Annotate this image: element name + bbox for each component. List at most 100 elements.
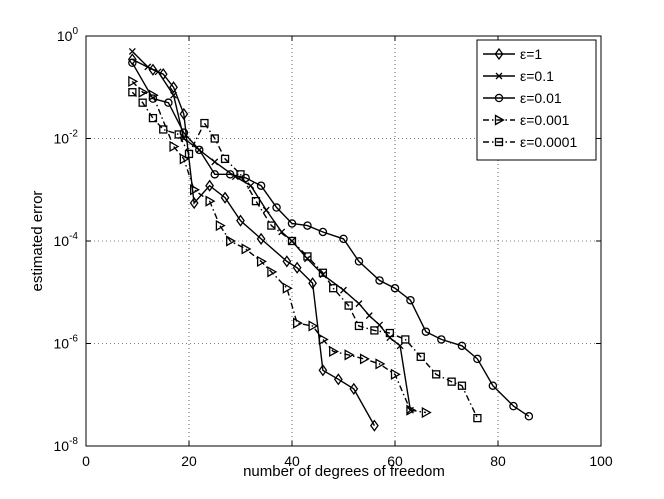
data-point bbox=[127, 53, 137, 66]
data-point bbox=[256, 255, 267, 268]
data-point bbox=[473, 354, 482, 364]
data-point bbox=[189, 196, 199, 210]
data-point bbox=[329, 345, 340, 358]
data-point bbox=[329, 284, 338, 293]
data-point bbox=[148, 89, 159, 101]
series-4 bbox=[128, 75, 432, 419]
data-point bbox=[303, 255, 311, 263]
data-point bbox=[220, 191, 230, 204]
data-point bbox=[225, 170, 235, 179]
data-point bbox=[226, 235, 237, 247]
data-point bbox=[256, 232, 266, 245]
data-point bbox=[282, 282, 293, 294]
data-point bbox=[292, 317, 303, 329]
legend-marker bbox=[494, 93, 504, 103]
data-point bbox=[406, 404, 417, 416]
data-point bbox=[437, 335, 446, 344]
data-point bbox=[339, 234, 348, 244]
data-point bbox=[251, 196, 261, 206]
legend-label: ε=0.0001 bbox=[520, 134, 577, 150]
data-point bbox=[170, 91, 178, 99]
data-point bbox=[401, 335, 410, 344]
data-point bbox=[128, 47, 136, 55]
data-point bbox=[303, 221, 312, 230]
data-point bbox=[179, 128, 189, 137]
data-point bbox=[344, 349, 355, 361]
legend-entry: ε=1 bbox=[483, 46, 542, 62]
legend-label: ε=0.1 bbox=[520, 68, 554, 84]
data-point bbox=[421, 406, 432, 419]
series-layer bbox=[127, 47, 534, 432]
data-point bbox=[220, 154, 230, 164]
data-point bbox=[396, 342, 404, 350]
y-tick-label: 10-8 bbox=[54, 436, 79, 454]
data-point bbox=[236, 214, 245, 227]
data-point bbox=[169, 140, 180, 153]
data-point bbox=[159, 125, 168, 134]
data-point bbox=[179, 107, 189, 121]
data-point bbox=[267, 266, 278, 278]
data-point bbox=[365, 312, 373, 320]
legend-box bbox=[476, 39, 597, 161]
data-point bbox=[144, 63, 152, 71]
data-point bbox=[215, 219, 226, 232]
x-tick-label: 40 bbox=[284, 453, 300, 469]
legend-label: ε=1 bbox=[520, 46, 542, 62]
data-point bbox=[210, 134, 219, 143]
data-point bbox=[148, 113, 158, 123]
data-point bbox=[488, 381, 498, 390]
data-point bbox=[267, 221, 276, 230]
data-point bbox=[272, 203, 281, 212]
data-point bbox=[205, 179, 215, 192]
data-point bbox=[457, 381, 467, 390]
data-point bbox=[354, 257, 364, 266]
legend-marker bbox=[495, 72, 503, 80]
x-tick-label: 20 bbox=[181, 453, 197, 469]
data-point bbox=[369, 419, 379, 432]
legend: ε=1 ε=0.1 ε=0.01 ε=0.001 ε=0.0001 bbox=[476, 39, 597, 161]
data-point bbox=[308, 277, 318, 290]
x-tick-label: 60 bbox=[387, 453, 403, 469]
data-point bbox=[138, 86, 149, 98]
data-point bbox=[318, 364, 328, 377]
y-tick-label: 10-4 bbox=[54, 231, 79, 249]
data-point bbox=[349, 382, 359, 396]
legend-entry: ε=0.1 bbox=[483, 68, 554, 84]
data-point bbox=[447, 377, 456, 386]
data-point bbox=[200, 118, 209, 128]
y-tick-label: 10-2 bbox=[54, 129, 79, 147]
data-point bbox=[344, 301, 353, 310]
x-tick-label: 0 bbox=[82, 453, 90, 469]
data-point bbox=[340, 286, 347, 294]
data-point bbox=[308, 320, 319, 332]
data-point bbox=[241, 243, 252, 255]
data-point bbox=[195, 145, 204, 155]
legend-label: ε=0.01 bbox=[520, 90, 562, 106]
data-point bbox=[375, 276, 384, 285]
data-point bbox=[390, 283, 400, 293]
data-point bbox=[303, 252, 312, 261]
data-point bbox=[509, 401, 518, 411]
data-point bbox=[421, 327, 431, 336]
data-point bbox=[359, 353, 370, 365]
data-point bbox=[211, 158, 219, 166]
data-point bbox=[287, 219, 297, 228]
y-tick-label: 10-6 bbox=[54, 334, 79, 352]
data-point bbox=[432, 370, 441, 379]
data-point bbox=[179, 153, 190, 165]
legend-marker bbox=[494, 47, 504, 61]
data-point bbox=[524, 412, 534, 421]
data-point bbox=[385, 328, 395, 338]
data-point bbox=[138, 98, 147, 107]
legend-marker bbox=[494, 114, 505, 126]
data-point bbox=[473, 413, 482, 423]
data-point bbox=[154, 68, 162, 76]
data-point bbox=[390, 368, 401, 380]
y-axis: 100 10-2 10-4 10-6 10-8 bbox=[54, 26, 601, 454]
legend-entry: ε=0.001 bbox=[483, 112, 570, 128]
data-point bbox=[164, 98, 173, 107]
x-axis-title: number of degrees of freedom bbox=[243, 463, 445, 480]
data-point bbox=[174, 130, 183, 139]
data-point bbox=[128, 75, 139, 88]
